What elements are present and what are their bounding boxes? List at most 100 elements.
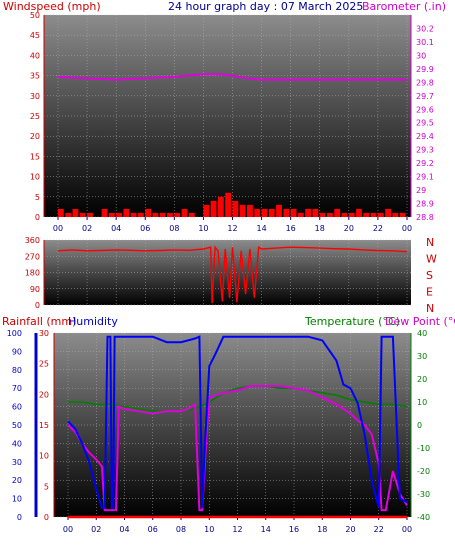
barometer-tick-label: 29.5 bbox=[416, 119, 434, 128]
compass-label: N bbox=[426, 236, 434, 249]
temperature-tick-label: -30 bbox=[417, 490, 430, 499]
barometer-tick-label: 29.9 bbox=[416, 65, 434, 74]
windspeed-bar bbox=[239, 204, 246, 217]
windspeed-bar bbox=[385, 208, 392, 217]
humidity-tick-label: 100 bbox=[7, 329, 22, 338]
windspeed-bar bbox=[137, 212, 144, 217]
temp-hum-x-tick-label: 22 bbox=[374, 525, 384, 534]
barometer-tick-label: 29.3 bbox=[416, 146, 434, 155]
windspeed-bar bbox=[348, 212, 355, 217]
wind-baro-x-tick-label: 00 bbox=[402, 224, 412, 233]
barometer-tick-label: 29 bbox=[416, 186, 426, 195]
humidity-line bbox=[67, 335, 408, 509]
humidity-tick-label: 50 bbox=[12, 421, 22, 430]
windspeed-bar bbox=[203, 204, 210, 217]
windspeed-bar bbox=[72, 208, 79, 217]
wind-baro-x-tick-label: 06 bbox=[140, 224, 150, 233]
humidity-tick-label: 70 bbox=[12, 384, 22, 393]
windspeed-bar bbox=[159, 212, 166, 217]
windspeed-bar bbox=[174, 212, 181, 217]
windspeed-bar bbox=[167, 212, 173, 217]
windspeed-bar bbox=[210, 200, 217, 217]
temp-hum-x-tick-label: 02 bbox=[91, 525, 101, 534]
windspeed-tick-label: 0 bbox=[35, 213, 40, 222]
rainfall-tick-label: 10 bbox=[39, 452, 49, 461]
windspeed-bar bbox=[370, 212, 377, 217]
temp-hum-x-tick-label: 00 bbox=[63, 525, 73, 534]
barometer-tick-label: 28.9 bbox=[416, 200, 434, 209]
rainfall-tick-label: 0 bbox=[44, 513, 49, 522]
windspeed-tick-label: 5 bbox=[35, 193, 40, 202]
windspeed-bar bbox=[232, 200, 239, 217]
wind-baro-x-tick-label: 08 bbox=[169, 224, 179, 233]
windspeed-bar bbox=[101, 208, 108, 217]
wind-baro-x-tick-label: 02 bbox=[82, 224, 92, 233]
windspeed-bar bbox=[123, 208, 130, 217]
wind-baro-x-tick-label: 18 bbox=[315, 224, 325, 233]
temperature-tick-label: -10 bbox=[417, 444, 430, 453]
wind-baro-x-tick-label: 12 bbox=[227, 224, 237, 233]
temperature-line bbox=[68, 385, 408, 413]
dew-point-axis-title: Dew Point (°C) bbox=[385, 315, 455, 328]
barometer-tick-label: 29.4 bbox=[416, 132, 434, 141]
temp-hum-x-tick-label: 14 bbox=[261, 525, 271, 534]
barometer-tick-label: 29.6 bbox=[416, 105, 434, 114]
windspeed-bar bbox=[130, 212, 137, 217]
windspeed-tick-label: 10 bbox=[30, 173, 40, 182]
windspeed-bar bbox=[377, 212, 384, 217]
windspeed-bar bbox=[290, 208, 297, 217]
barometer-tick-label: 30.2 bbox=[416, 24, 434, 33]
barometer-tick-label: 29.7 bbox=[416, 92, 434, 101]
windspeed-bar bbox=[305, 208, 312, 217]
windspeed-bar bbox=[334, 208, 341, 217]
barometer-tick-label: 28.8 bbox=[416, 213, 434, 222]
windspeed-bar bbox=[392, 212, 399, 217]
humidity-tick-label: 30 bbox=[12, 458, 22, 467]
humidity-tick-label: 20 bbox=[12, 476, 22, 485]
windspeed-bar bbox=[399, 212, 406, 217]
barometer-tick-label: 29.2 bbox=[416, 159, 434, 168]
wind-baro-x-tick-label: 16 bbox=[286, 224, 296, 233]
compass-label: N bbox=[426, 302, 434, 315]
wind-baro-x-tick-label: 10 bbox=[198, 224, 208, 233]
humidity-tick-label: 80 bbox=[12, 366, 22, 375]
wind-baro-x-tick-label: 04 bbox=[111, 224, 121, 233]
temperature-tick-label: 10 bbox=[417, 398, 427, 407]
temperature-tick-label: 20 bbox=[417, 375, 427, 384]
windspeed-bar bbox=[297, 212, 304, 217]
windspeed-tick-label: 45 bbox=[30, 31, 40, 40]
compass-label: W bbox=[426, 253, 437, 266]
temp-hum-x-tick-label: 12 bbox=[232, 525, 242, 534]
temp-hum-x-tick-label: 06 bbox=[148, 525, 158, 534]
humidity-tick-label: 40 bbox=[12, 439, 22, 448]
windspeed-bar bbox=[247, 204, 253, 217]
wind-direction-tick-label: 0 bbox=[35, 301, 40, 310]
temp-hum-x-tick-label: 16 bbox=[289, 525, 299, 534]
temp-hum-x-tick-label: 20 bbox=[345, 525, 355, 534]
windspeed-bar bbox=[276, 204, 282, 217]
barometer-tick-label: 29.1 bbox=[416, 173, 434, 182]
windspeed-tick-label: 30 bbox=[30, 92, 40, 101]
humidity-axis-title: Humidity bbox=[68, 315, 118, 328]
temp-hum-x-tick-label: 00 bbox=[402, 525, 412, 534]
windspeed-bar bbox=[58, 208, 64, 217]
windspeed-bar bbox=[363, 212, 370, 217]
windspeed-tick-label: 35 bbox=[30, 72, 40, 81]
wind-direction-tick-label: 90 bbox=[30, 285, 40, 294]
rainfall-axis-title: Rainfall (mm) bbox=[2, 315, 76, 328]
windspeed-bar bbox=[87, 212, 93, 217]
windspeed-bar bbox=[341, 212, 348, 217]
barometer-tick-label: 30 bbox=[416, 51, 426, 60]
wind-baro-x-tick-label: 20 bbox=[344, 224, 354, 233]
rainfall-tick-label: 5 bbox=[44, 482, 49, 491]
rainfall-tick-label: 15 bbox=[39, 421, 49, 430]
humidity-tick-label: 90 bbox=[12, 347, 22, 356]
humidity-tick-label: 60 bbox=[12, 403, 22, 412]
temperature-tick-label: 40 bbox=[417, 329, 427, 338]
windspeed-tick-label: 15 bbox=[30, 152, 40, 161]
chart-title: 24 hour graph day : 07 March 2025 bbox=[168, 0, 363, 13]
windspeed-bar bbox=[79, 212, 86, 217]
wind-direction-tick-label: 180 bbox=[25, 269, 40, 278]
wind-direction-tick-label: 360 bbox=[25, 236, 40, 245]
